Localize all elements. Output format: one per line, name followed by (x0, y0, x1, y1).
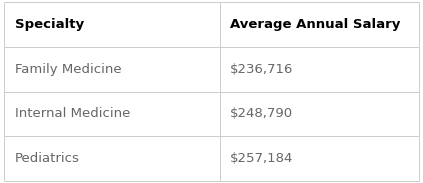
Text: Average Annual Salary: Average Annual Salary (230, 18, 401, 31)
Text: $236,716: $236,716 (230, 63, 294, 76)
Text: Family Medicine: Family Medicine (14, 63, 121, 76)
Text: Specialty: Specialty (14, 18, 84, 31)
Text: Internal Medicine: Internal Medicine (14, 107, 130, 120)
Text: $248,790: $248,790 (230, 107, 293, 120)
Text: Pediatrics: Pediatrics (14, 152, 80, 165)
Text: $257,184: $257,184 (230, 152, 294, 165)
